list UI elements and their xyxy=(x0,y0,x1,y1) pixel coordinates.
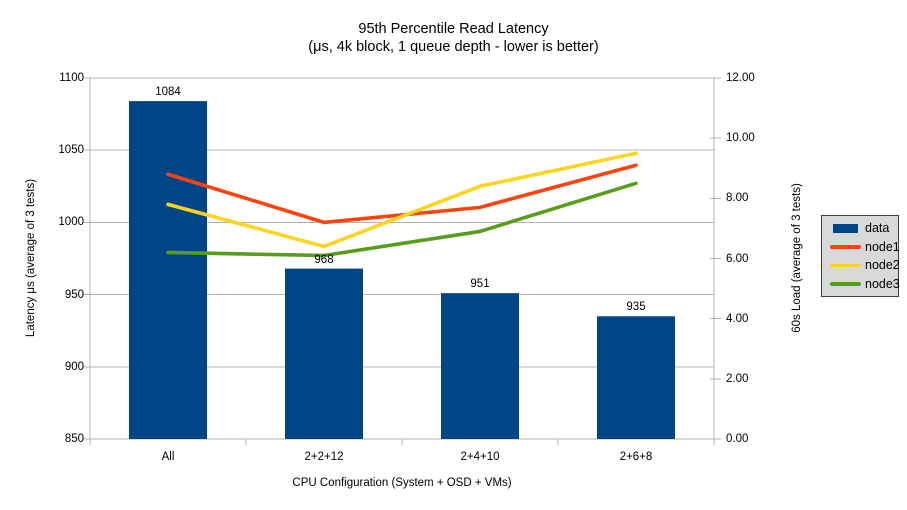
right-axis-tick-label: 10.00 xyxy=(726,132,755,145)
left-axis-tick-label: 1050 xyxy=(58,144,84,157)
legend: data node1 node2 node3 xyxy=(821,215,900,297)
right-axis-tick-label: 0.00 xyxy=(726,433,749,445)
bar-2+2+12 xyxy=(285,268,363,439)
series-line-node3 xyxy=(166,181,638,258)
right-axis-tick-label: 12.00 xyxy=(726,72,755,84)
right-axis-tick-label: 8.00 xyxy=(726,192,749,205)
chart-title: 95th Percentile Read Latency xyxy=(358,21,549,37)
left-axis-tick-label: 1000 xyxy=(58,216,84,229)
chart-subtitle: (μs, 4k block, 1 queue depth - lower is … xyxy=(308,39,599,55)
bar-value-label: 968 xyxy=(314,253,334,266)
right-axis-tick-label: 4.00 xyxy=(726,312,749,325)
left-axis-tick-label: 1100 xyxy=(59,72,84,84)
left-axis-tick-label: 900 xyxy=(64,360,84,373)
x-axis-category-label: All xyxy=(161,451,175,463)
legend-label: node1 xyxy=(865,239,900,254)
legend-item-data: data xyxy=(830,219,898,238)
bar-value-label: 935 xyxy=(626,301,646,314)
legend-swatch-bar-icon xyxy=(830,223,862,233)
legend-item-node3: node3 xyxy=(830,275,900,294)
left-axis-tick-label: 850 xyxy=(64,433,84,445)
x-axis-category-label: 2+4+10 xyxy=(460,451,500,463)
series-line-node2 xyxy=(166,151,638,249)
legend-label: data xyxy=(865,221,890,236)
legend-label: node2 xyxy=(865,258,900,273)
legend-item-node1: node1 xyxy=(830,238,900,257)
x-axis-category-label: 2+2+12 xyxy=(304,451,344,463)
legend-label: node3 xyxy=(865,276,900,291)
left-axis-tick-label: 950 xyxy=(64,288,84,301)
legend-swatch-line-icon xyxy=(830,263,862,267)
bar-2+4+10 xyxy=(441,293,519,439)
x-axis-title: CPU Configuration (System + OSD + VMs) xyxy=(292,477,512,489)
right-axis-title: 60s Load (average of 3 tests) xyxy=(791,183,803,333)
left-axis-title: Latency μs (average of 3 tests) xyxy=(25,178,37,338)
series-line-node1 xyxy=(166,163,638,225)
right-axis-tick-label: 6.00 xyxy=(726,252,749,265)
bar-2+6+8 xyxy=(597,316,675,439)
bar-value-label: 1084 xyxy=(155,86,181,99)
bar-All xyxy=(129,101,207,439)
bar-value-label: 951 xyxy=(470,278,490,291)
legend-swatch-line-icon xyxy=(830,282,862,286)
x-axis-category-label: 2+6+8 xyxy=(619,451,653,463)
legend-swatch-line-icon xyxy=(830,245,862,249)
legend-item-node2: node2 xyxy=(830,256,900,275)
right-axis-tick-label: 2.00 xyxy=(726,372,749,385)
